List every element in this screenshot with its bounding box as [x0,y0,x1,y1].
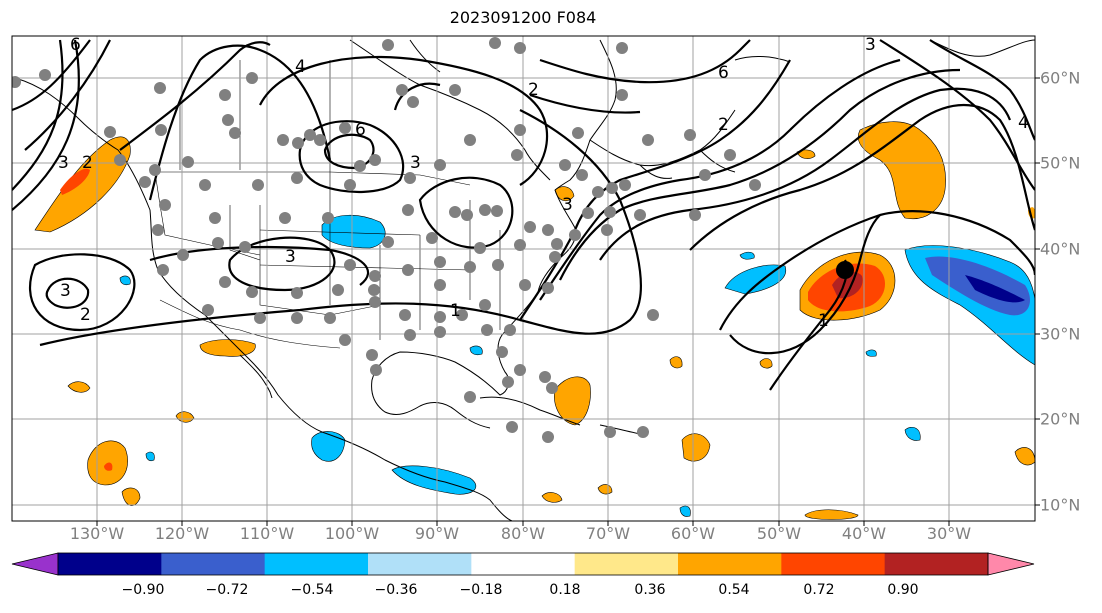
lat-label: 30°N [1040,324,1081,344]
lon-label: 110°W [239,524,295,543]
colorbar-tick-label: −0.54 [290,582,334,598]
political-borders [154,60,501,349]
contour-label: 1 [818,311,829,331]
contour-label: 2 [82,153,93,173]
axis-ticks [96,77,1040,526]
colorbar-box [574,553,679,575]
colorbar-tick-label: −0.90 [121,582,165,598]
colorbar-tick-label: 0.18 [549,582,581,598]
lon-label: 30°W [926,524,972,543]
lat-label: 50°N [1040,153,1081,173]
colorbar-tick-label: −0.72 [205,582,249,598]
colorbar-tick-label: 0.90 [887,582,919,598]
colorbar-extend-max [987,552,1035,576]
colorbar-box [471,553,576,575]
lon-label: 70°W [585,524,631,543]
contour-label: 1 [450,301,461,321]
colorbar-box [678,553,782,575]
pressure-contours [12,39,1035,391]
lon-label: 80°W [500,524,546,543]
lon-label: 100°W [324,524,380,543]
colorbar-tick-label: 0.72 [803,582,835,598]
lat-label: 10°N [1040,495,1081,515]
colorbar-tick-label: 0.36 [634,582,666,598]
map-title: 2023091200 F084 [449,8,597,27]
station-markers [12,37,761,443]
contour-label: 3 [58,153,69,173]
colorbar-box [264,553,369,575]
lon-label: 50°W [756,524,802,543]
contour-label: 2 [528,80,539,100]
lat-label: 60°N [1040,68,1081,88]
contour-label: 6 [355,120,366,140]
gridlines [12,36,1035,521]
colorbar [11,552,1035,576]
contour-label: 2 [718,115,729,135]
contour-label: 6 [718,63,729,83]
contour-label: 3 [285,247,296,267]
shaded-fields [34,121,1035,520]
contour-label: 4 [295,57,306,77]
contour-label: 6 [70,35,81,55]
lon-label: 130°W [69,524,125,543]
colorbar-tick-label: −0.18 [459,582,503,598]
colorbar-box [781,553,886,575]
colorbar-tick-label: 0.54 [718,582,750,598]
colorbar-box [368,553,472,575]
contour-label: 3 [865,35,876,55]
storm-center-marker [836,261,854,279]
lon-label: 60°W [670,524,716,543]
contour-label: 3 [410,153,421,173]
lon-label: 40°W [841,524,887,543]
colorbar-boxes [58,553,989,575]
lon-label: 120°W [154,524,210,543]
colorbar-box [58,553,162,575]
contour-labels: 6 4 2 3 6 3 3 1 2 3 6 3 1 2 3 4 2 [58,35,1029,331]
lon-label: 90°W [414,524,460,543]
lat-label: 20°N [1040,409,1081,429]
colorbar-tick-label: −0.36 [374,582,418,598]
colorbar-extend-min [11,552,59,576]
colorbar-box [161,553,266,575]
contour-label: 4 [1018,113,1029,133]
contour-label: 2 [80,305,91,325]
lat-label: 40°N [1040,239,1081,259]
contour-label: 3 [60,281,71,301]
contour-label: 3 [562,195,573,215]
colorbar-box [884,553,989,575]
